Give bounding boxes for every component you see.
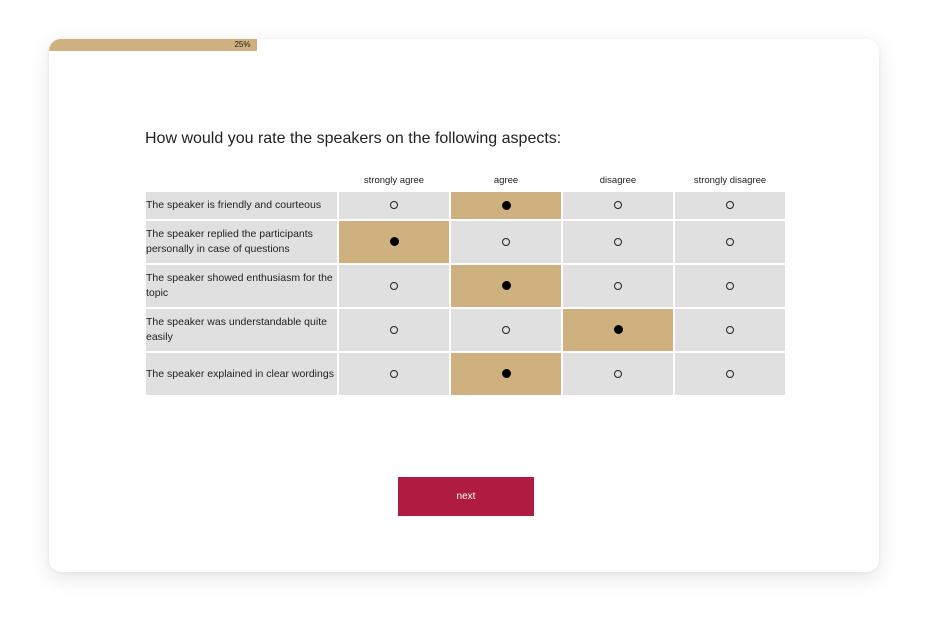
row-label: The speaker replied the participants per… xyxy=(146,221,337,263)
option-cell-strongly-agree[interactable] xyxy=(339,221,449,263)
option-cell-strongly-disagree[interactable] xyxy=(675,221,785,263)
progress-label: 25% xyxy=(234,40,251,49)
radio-empty-icon[interactable] xyxy=(390,325,398,334)
row-label: The speaker explained in clear wordings xyxy=(146,353,337,395)
radio-empty-icon[interactable] xyxy=(502,325,510,334)
column-header-strongly-agree: strongly agree xyxy=(363,174,425,186)
option-cell-strongly-agree[interactable] xyxy=(339,265,449,307)
radio-checked-icon[interactable] xyxy=(501,200,511,210)
option-cell-strongly-agree[interactable] xyxy=(339,192,449,219)
option-cell-strongly-agree[interactable] xyxy=(339,309,449,351)
option-cell-agree[interactable] xyxy=(451,265,561,307)
option-cell-strongly-disagree[interactable] xyxy=(675,265,785,307)
progress-bar: 25% xyxy=(49,39,879,51)
column-header-agree: agree xyxy=(493,174,519,186)
option-cell-agree[interactable] xyxy=(451,309,561,351)
matrix-header-row: strongly agree agree disagree strongly d… xyxy=(146,170,785,190)
question-title: How would you rate the speakers on the f… xyxy=(145,130,562,147)
radio-checked-icon[interactable] xyxy=(389,237,399,247)
radio-checked-icon[interactable] xyxy=(613,325,623,335)
row-label: The speaker showed enthusiasm for the to… xyxy=(146,265,337,307)
matrix-row: The speaker explained in clear wordings xyxy=(146,353,785,395)
radio-empty-icon[interactable] xyxy=(614,281,622,290)
radio-empty-icon[interactable] xyxy=(502,237,510,246)
row-label: The speaker is friendly and courteous xyxy=(146,192,337,219)
option-cell-strongly-agree[interactable] xyxy=(339,353,449,395)
radio-empty-icon[interactable] xyxy=(726,201,734,210)
rating-matrix: strongly agree agree disagree strongly d… xyxy=(144,168,787,397)
progress-fill: 25% xyxy=(49,39,257,51)
radio-empty-icon[interactable] xyxy=(390,281,398,290)
radio-empty-icon[interactable] xyxy=(614,369,622,378)
next-button[interactable]: next xyxy=(398,477,534,516)
radio-empty-icon[interactable] xyxy=(614,201,622,210)
option-cell-disagree[interactable] xyxy=(563,221,673,263)
row-label: The speaker was understandable quite eas… xyxy=(146,309,337,351)
radio-empty-icon[interactable] xyxy=(390,369,398,378)
option-cell-disagree[interactable] xyxy=(563,265,673,307)
option-cell-strongly-disagree[interactable] xyxy=(675,309,785,351)
radio-checked-icon[interactable] xyxy=(501,369,511,379)
survey-card: 25% How would you rate the speakers on t… xyxy=(49,39,879,572)
column-header-disagree: disagree xyxy=(599,174,637,186)
radio-checked-icon[interactable] xyxy=(501,281,511,291)
option-cell-agree[interactable] xyxy=(451,221,561,263)
option-cell-strongly-disagree[interactable] xyxy=(675,353,785,395)
column-header-strongly-disagree: strongly disagree xyxy=(693,174,767,186)
radio-empty-icon[interactable] xyxy=(726,369,734,378)
option-cell-agree[interactable] xyxy=(451,192,561,219)
matrix-row: The speaker was understandable quite eas… xyxy=(146,309,785,351)
option-cell-strongly-disagree[interactable] xyxy=(675,192,785,219)
matrix-row: The speaker replied the participants per… xyxy=(146,221,785,263)
option-cell-disagree[interactable] xyxy=(563,309,673,351)
option-cell-disagree[interactable] xyxy=(563,192,673,219)
radio-empty-icon[interactable] xyxy=(726,281,734,290)
radio-empty-icon[interactable] xyxy=(726,325,734,334)
matrix-row: The speaker is friendly and courteous xyxy=(146,192,785,219)
option-cell-disagree[interactable] xyxy=(563,353,673,395)
option-cell-agree[interactable] xyxy=(451,353,561,395)
header-spacer xyxy=(146,170,337,190)
radio-empty-icon[interactable] xyxy=(390,201,398,210)
radio-empty-icon[interactable] xyxy=(726,237,734,246)
matrix-row: The speaker showed enthusiasm for the to… xyxy=(146,265,785,307)
radio-empty-icon[interactable] xyxy=(614,237,622,246)
